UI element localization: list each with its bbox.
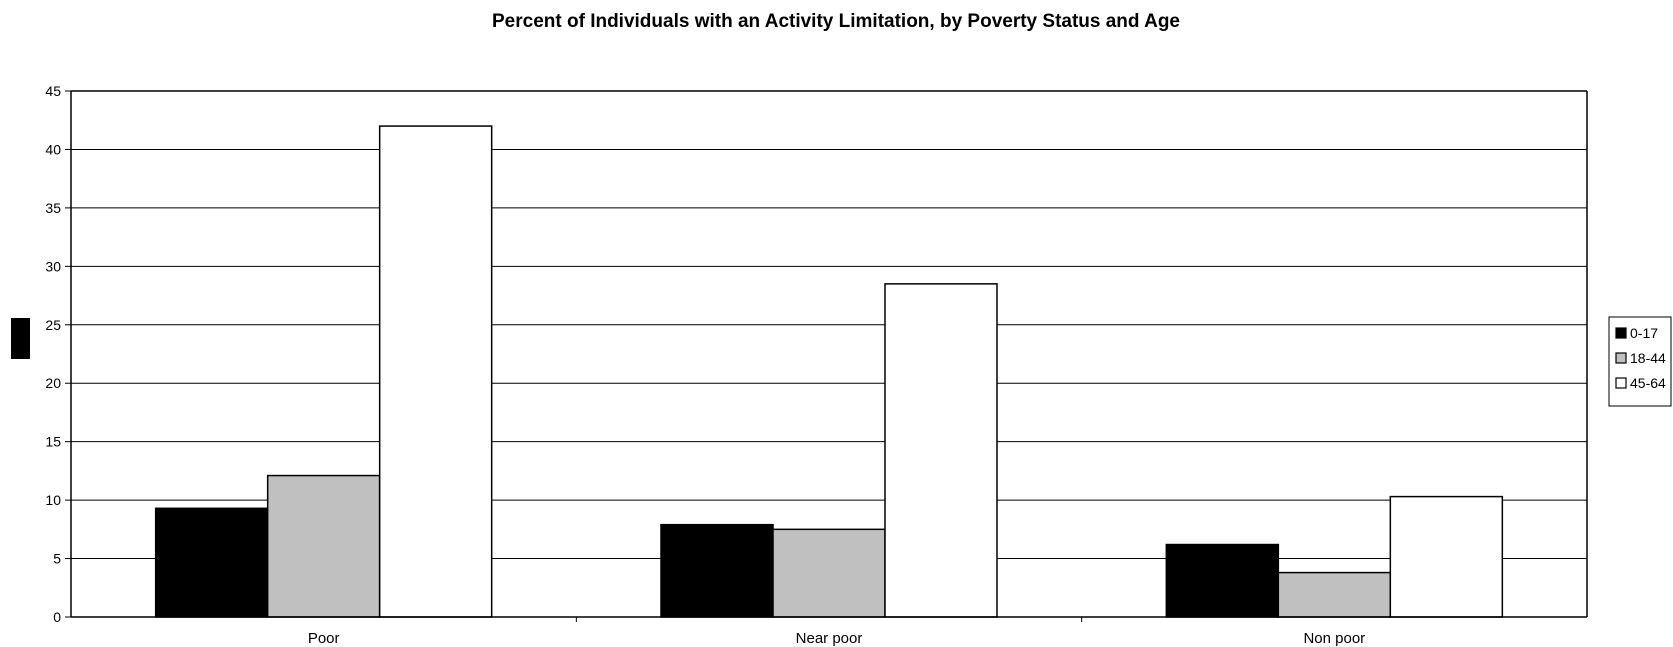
bar-0-17-near-poor bbox=[660, 523, 774, 618]
y-tick-label: 5 bbox=[53, 551, 61, 567]
axes: 0 5 10 15 20 25 30 35 40 45 Poor Near poor Non poor bbox=[45, 83, 1588, 647]
ylabel-placeholder-block bbox=[11, 318, 30, 359]
legend-swatch-18-44 bbox=[1615, 352, 1627, 364]
x-tick-label: Poor bbox=[308, 630, 340, 647]
legend-swatch-0-17 bbox=[1615, 327, 1627, 339]
bar-18-44-non-poor bbox=[1277, 571, 1392, 618]
bar-45-64-non-poor bbox=[1389, 495, 1504, 618]
bar-18-44-near-poor bbox=[772, 528, 886, 618]
y-tick-label: 20 bbox=[45, 375, 61, 391]
y-tick-label: 35 bbox=[45, 200, 61, 216]
legend: 0-17 18-44 45-64 bbox=[1608, 316, 1672, 407]
legend-label: 0-17 bbox=[1630, 325, 1658, 341]
bar-45-64-near-poor bbox=[884, 283, 998, 618]
chart-title: Percent of Individuals with an Activity … bbox=[492, 11, 1180, 32]
legend-swatch-45-64 bbox=[1615, 377, 1627, 389]
bars bbox=[154, 125, 1504, 618]
x-tick-label: Non poor bbox=[1303, 630, 1365, 647]
y-tick-label: 0 bbox=[53, 609, 61, 625]
legend-label: 18-44 bbox=[1630, 350, 1666, 366]
bar-0-17-non-poor bbox=[1165, 543, 1280, 618]
y-tick-label: 30 bbox=[45, 258, 61, 274]
bar-0-17-poor bbox=[154, 507, 269, 618]
x-tick-label: Near poor bbox=[796, 630, 863, 647]
y-tick-label: 10 bbox=[45, 492, 61, 508]
bar-18-44-poor bbox=[266, 474, 381, 618]
y-tick-label: 45 bbox=[45, 83, 61, 99]
y-tick-label: 15 bbox=[45, 434, 61, 450]
y-tick-label: 25 bbox=[45, 317, 61, 333]
bar-45-64-poor bbox=[378, 125, 493, 618]
legend-label: 45-64 bbox=[1630, 375, 1666, 391]
y-tick-label: 40 bbox=[45, 141, 61, 157]
